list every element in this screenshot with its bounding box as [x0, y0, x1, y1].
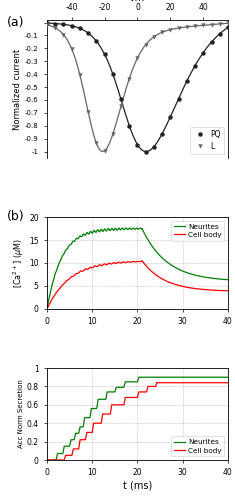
L: [185, 24, 188, 30]
Cell body: [155, 380, 158, 386]
Cell body: [221, 380, 224, 386]
PQ: [78, 26, 81, 32]
PQ: [177, 96, 180, 102]
PQ: [161, 130, 164, 136]
Neurites: [188, 374, 191, 380]
Cell body: [133, 394, 136, 400]
L: [177, 25, 180, 31]
Neurites: [221, 276, 224, 282]
Cell body: [129, 259, 132, 265]
L: [227, 20, 229, 26]
Y-axis label: Normalized current: Normalized current: [13, 48, 22, 130]
Cell body: [221, 380, 224, 386]
Neurites: [227, 276, 229, 282]
PQ: [202, 50, 205, 56]
Neurites: [221, 276, 224, 282]
PQ: [46, 20, 48, 26]
Line: L: L: [45, 21, 230, 153]
Neurites: [55, 268, 58, 274]
Cell body: [221, 288, 224, 294]
L: [161, 30, 164, 36]
Neurites: [221, 374, 224, 380]
L: [62, 32, 65, 38]
Neurites: [55, 456, 58, 462]
Neurites: [227, 374, 229, 380]
Cell body: [55, 457, 58, 463]
L: [169, 26, 172, 32]
PQ: [144, 148, 147, 154]
Neurites: [221, 374, 224, 380]
L: [87, 108, 90, 114]
Cell body: [221, 288, 224, 294]
Line: PQ: PQ: [45, 21, 230, 154]
Neurites: [125, 225, 127, 231]
L: [111, 131, 114, 137]
L: [136, 55, 139, 61]
L: [78, 72, 81, 78]
L: [218, 21, 221, 27]
Neurites: [129, 379, 132, 385]
Line: Neurites: Neurites: [47, 377, 228, 460]
L: [144, 42, 147, 48]
Cell body: [46, 306, 48, 312]
Legend: Neurites, Cell body: Neurites, Cell body: [171, 436, 224, 456]
PQ: [103, 52, 106, 58]
Cell body: [141, 258, 143, 264]
L: [210, 22, 213, 28]
PQ: [136, 142, 139, 148]
X-axis label: t (ms): t (ms): [123, 480, 152, 490]
Cell body: [188, 285, 191, 291]
Cell body: [46, 457, 48, 463]
Neurites: [188, 270, 191, 276]
Legend: Neurites, Cell body: Neurites, Cell body: [171, 220, 224, 240]
Cell body: [227, 288, 229, 294]
PQ: [185, 78, 188, 84]
Line: Cell body: Cell body: [47, 382, 228, 460]
Y-axis label: Acc Norm Secretion: Acc Norm Secretion: [18, 380, 24, 448]
Legend: PQ, L: PQ, L: [190, 127, 224, 154]
PQ: [210, 39, 213, 45]
Cell body: [227, 380, 229, 386]
L: [95, 140, 98, 146]
Neurites: [133, 379, 136, 385]
L: [120, 103, 122, 109]
PQ: [62, 22, 65, 28]
Cell body: [129, 394, 132, 400]
Neurites: [46, 457, 48, 463]
PQ: [120, 96, 122, 102]
Neurites: [46, 306, 48, 312]
X-axis label: Vm: Vm: [129, 0, 145, 4]
L: [153, 34, 155, 40]
Line: Neurites: Neurites: [47, 228, 228, 309]
L: [202, 22, 205, 28]
Neurites: [134, 226, 137, 232]
L: [194, 23, 196, 29]
Text: (a): (a): [7, 16, 25, 29]
Cell body: [55, 290, 58, 296]
L: [54, 25, 57, 31]
PQ: [194, 62, 196, 68]
PQ: [169, 114, 172, 119]
PQ: [87, 30, 90, 36]
Cell body: [133, 259, 136, 265]
L: [70, 46, 73, 52]
L: [103, 148, 106, 154]
Cell body: [188, 380, 191, 386]
L: [128, 76, 131, 82]
PQ: [128, 122, 131, 128]
PQ: [227, 24, 229, 30]
Text: (b): (b): [7, 210, 25, 222]
PQ: [54, 20, 57, 26]
PQ: [95, 38, 98, 44]
PQ: [153, 144, 155, 150]
PQ: [218, 31, 221, 37]
Line: Cell body: Cell body: [47, 261, 228, 309]
PQ: [111, 71, 114, 77]
L: [46, 22, 48, 28]
PQ: [70, 22, 73, 28]
Y-axis label: [Ca$^{2+}$] ($\mu$M): [Ca$^{2+}$] ($\mu$M): [12, 238, 26, 288]
Neurites: [129, 226, 132, 232]
Neurites: [137, 374, 140, 380]
